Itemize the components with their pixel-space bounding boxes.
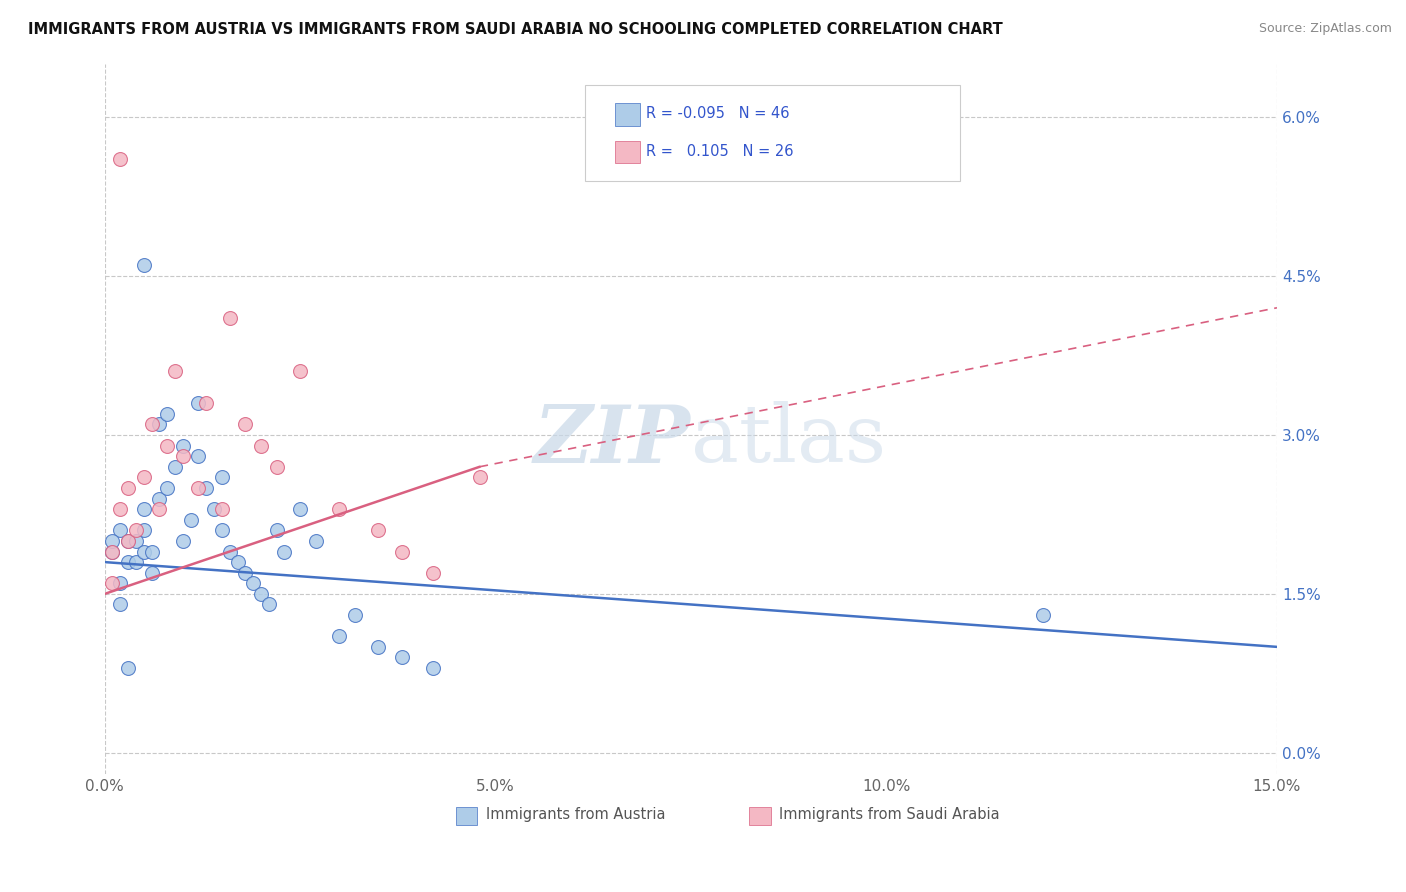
Point <box>367 524 389 538</box>
Point <box>156 407 179 421</box>
Point <box>117 481 139 495</box>
Point <box>101 576 124 591</box>
Text: R = -0.095   N = 46: R = -0.095 N = 46 <box>647 106 790 121</box>
Point <box>163 459 186 474</box>
Point <box>328 502 350 516</box>
Point <box>132 524 155 538</box>
Point <box>211 470 233 484</box>
Point <box>141 544 163 558</box>
Text: Immigrants from Saudi Arabia: Immigrants from Saudi Arabia <box>779 807 1000 822</box>
Point <box>195 396 218 410</box>
Point <box>187 396 209 410</box>
Text: R =   0.105   N = 26: R = 0.105 N = 26 <box>647 144 794 159</box>
Point <box>180 513 202 527</box>
Point <box>266 459 288 474</box>
Point <box>367 640 389 654</box>
Point <box>1031 608 1053 623</box>
Point <box>110 153 132 167</box>
Point <box>257 598 280 612</box>
Point <box>132 544 155 558</box>
Point <box>156 438 179 452</box>
Point <box>172 449 194 463</box>
Point <box>141 566 163 580</box>
Point <box>148 417 170 432</box>
Point <box>117 661 139 675</box>
Point <box>242 576 264 591</box>
Text: ZIP: ZIP <box>534 401 690 479</box>
Point <box>101 544 124 558</box>
Point <box>110 524 132 538</box>
Point <box>422 661 444 675</box>
Point <box>235 417 257 432</box>
Point <box>468 470 491 484</box>
Point <box>110 576 132 591</box>
Point <box>110 502 132 516</box>
Point <box>195 481 218 495</box>
Point <box>273 544 295 558</box>
Point <box>211 502 233 516</box>
Point <box>328 629 350 643</box>
Point <box>266 524 288 538</box>
Point <box>117 533 139 548</box>
Point <box>187 481 209 495</box>
FancyBboxPatch shape <box>585 86 960 181</box>
Point <box>218 544 240 558</box>
Point <box>218 311 240 326</box>
Point <box>110 598 132 612</box>
Point <box>288 502 311 516</box>
Point <box>101 544 124 558</box>
Text: IMMIGRANTS FROM AUSTRIA VS IMMIGRANTS FROM SAUDI ARABIA NO SCHOOLING COMPLETED C: IMMIGRANTS FROM AUSTRIA VS IMMIGRANTS FR… <box>28 22 1002 37</box>
Point <box>172 533 194 548</box>
Point <box>343 608 366 623</box>
Text: atlas: atlas <box>690 401 886 479</box>
Point <box>172 438 194 452</box>
Point <box>163 364 186 378</box>
Point <box>156 481 179 495</box>
Point <box>132 502 155 516</box>
Point <box>250 587 273 601</box>
Bar <box>614 141 640 163</box>
Point <box>235 566 257 580</box>
Point <box>101 533 124 548</box>
Bar <box>749 807 770 825</box>
Point <box>422 566 444 580</box>
Point <box>117 555 139 569</box>
Point <box>141 417 163 432</box>
Bar <box>614 103 640 126</box>
Point <box>226 555 249 569</box>
Point <box>187 449 209 463</box>
Point <box>148 491 170 506</box>
Text: Immigrants from Austria: Immigrants from Austria <box>485 807 665 822</box>
Text: Source: ZipAtlas.com: Source: ZipAtlas.com <box>1258 22 1392 36</box>
Point <box>305 533 328 548</box>
Point <box>250 438 273 452</box>
Point <box>125 533 148 548</box>
Point <box>211 524 233 538</box>
Point <box>132 259 155 273</box>
Point <box>202 502 225 516</box>
Point <box>125 524 148 538</box>
Point <box>132 470 155 484</box>
Point <box>125 555 148 569</box>
Point <box>117 533 139 548</box>
Point <box>391 544 413 558</box>
Point <box>391 650 413 665</box>
Bar <box>457 807 478 825</box>
Point <box>148 502 170 516</box>
Point <box>288 364 311 378</box>
